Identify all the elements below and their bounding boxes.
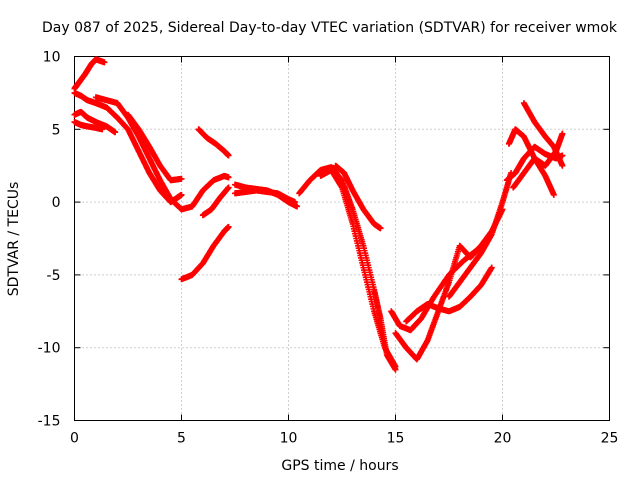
plot-frame — [74, 56, 610, 421]
y-tick-label: -10 — [38, 341, 61, 357]
series-track-f — [125, 111, 185, 184]
series-track-r — [446, 169, 515, 300]
chart-title: Day 087 of 2025, Sidereal Day-to-day VTE… — [42, 20, 618, 36]
series-track-h — [195, 126, 232, 159]
x-tick-label: 10 — [280, 431, 298, 447]
series-track-m — [317, 167, 399, 370]
series-track-u — [520, 100, 566, 169]
series-track-j — [232, 181, 301, 210]
data-point — [178, 175, 185, 182]
series-track-b — [71, 89, 185, 206]
x-tick-label: 15 — [387, 431, 405, 447]
data-point — [291, 199, 298, 206]
data-points — [71, 56, 566, 373]
x-tick-label: 20 — [494, 431, 512, 447]
series-track-d — [71, 119, 106, 133]
x-axis-label: GPS time / hours — [281, 458, 398, 474]
series-track-g — [178, 223, 232, 283]
data-point — [488, 264, 495, 271]
series-track-q — [403, 264, 495, 325]
data-point — [225, 152, 232, 159]
data-point — [559, 162, 566, 169]
y-axis-label: SDTVAR / TECUs — [6, 182, 22, 297]
series-track-i — [199, 184, 232, 219]
axis-ticks: 0 5 10 15 20 25 -15 -10 -5 0 5 10 — [38, 50, 619, 447]
y-tick-label: 10 — [43, 50, 61, 66]
data-point — [377, 225, 384, 232]
series-track-o — [392, 206, 506, 363]
x-tick-label: 0 — [70, 431, 79, 447]
data-point — [225, 184, 232, 191]
y-tick-label: 0 — [52, 195, 61, 211]
y-tick-label: 5 — [52, 122, 61, 138]
series-track-t — [503, 143, 566, 184]
data-point — [225, 174, 232, 181]
series-track-a — [71, 56, 108, 92]
grid — [74, 56, 610, 421]
series-track-c — [71, 108, 119, 136]
data-point — [101, 59, 108, 66]
data-point — [112, 129, 119, 136]
series-track-k — [232, 187, 298, 206]
series-track-n — [332, 162, 384, 232]
data-point — [225, 223, 232, 230]
y-tick-label: -15 — [38, 414, 61, 430]
x-tick-label: 25 — [601, 431, 619, 447]
data-point — [99, 126, 106, 133]
x-tick-label: 5 — [177, 431, 186, 447]
data-point — [559, 130, 566, 137]
y-tick-label: -5 — [47, 268, 61, 284]
data-point — [550, 191, 557, 198]
data-point — [392, 363, 399, 370]
data-point — [178, 191, 185, 198]
series-track-v — [510, 155, 557, 198]
data-point — [294, 203, 301, 210]
